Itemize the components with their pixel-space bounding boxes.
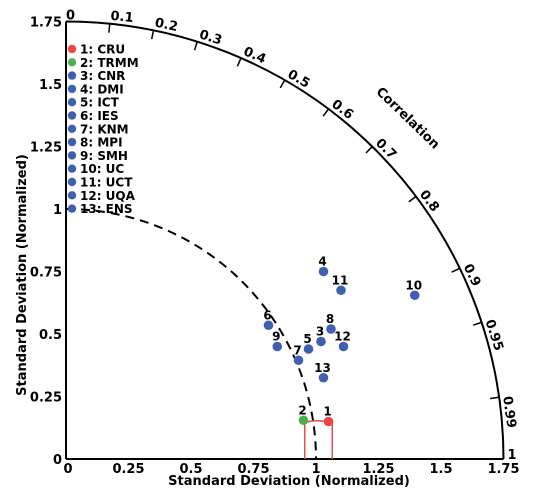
legend-marker	[67, 137, 77, 147]
y-tick-label: 0.5	[39, 328, 62, 343]
x-tick-label: 1	[311, 462, 320, 477]
data-point-smh	[272, 341, 283, 352]
data-point-label: 8	[326, 312, 334, 326]
legend-marker	[67, 111, 77, 120]
y-tick-label: 0.75	[30, 266, 62, 281]
data-point-mpi	[326, 324, 336, 334]
data-point-cru	[323, 416, 334, 427]
y-tick-label: 1.5	[39, 78, 62, 93]
data-point-uct	[336, 285, 346, 296]
correlation-tick-mark	[322, 108, 330, 117]
legend-marker	[67, 204, 77, 213]
correlation-tick-label: 0.2	[154, 16, 180, 35]
x-tick-label: 1.5	[429, 462, 452, 477]
x-tick-label: 1.25	[362, 462, 394, 477]
x-tick-label: 0.75	[237, 462, 269, 477]
x-tick-label: 0.5	[179, 462, 202, 477]
correlation-tick-label: 0.99	[499, 395, 518, 429]
legend-marker	[67, 177, 77, 187]
correlation-tick-mark	[408, 195, 417, 203]
legend-label: 8: MPI	[80, 136, 123, 150]
legend-marker	[67, 58, 77, 67]
reference-dashed-arc	[65, 208, 317, 460]
y-tick-label: 1	[53, 203, 62, 218]
correlation-tick-label: 0.1	[110, 9, 134, 26]
legend-label: 10: UC	[80, 162, 124, 176]
reference-std-arc	[65, 208, 317, 460]
correlation-tick-mark	[451, 267, 461, 273]
legend-marker	[67, 151, 77, 160]
data-point-label: 13	[314, 361, 331, 375]
data-point-ict	[303, 344, 314, 354]
correlation-tick-mark	[490, 396, 500, 400]
correlation-tick-label: 0.3	[197, 27, 223, 48]
correlation-tick-mark	[150, 30, 155, 40]
data-point-label: 2	[298, 403, 306, 417]
legend-label: 13: ENS	[80, 202, 133, 216]
legend-label: 12: UQA	[80, 189, 136, 203]
legend-label: 9: SMH	[80, 149, 128, 163]
correlation-tick-mark	[108, 23, 111, 33]
legend-label: 5: ICT	[80, 96, 120, 110]
y-tick-label: 0	[53, 453, 62, 468]
legend-marker	[67, 164, 77, 173]
correlation-arc	[65, 20, 505, 460]
correlation-tick-mark	[365, 146, 373, 154]
correlation-tick-mark	[279, 79, 286, 89]
data-point-cnr	[316, 336, 326, 347]
data-point-trmm	[298, 415, 309, 426]
legend-marker	[67, 191, 77, 200]
y-tick-label: 1.75	[30, 16, 62, 31]
data-point-ies	[263, 320, 274, 331]
correlation-tick-mark	[472, 321, 482, 326]
data-point-label: 10	[405, 278, 422, 292]
data-point-label: 9	[272, 330, 280, 344]
data-point-label: 3	[316, 325, 324, 339]
legend-label: 3: CNR	[80, 69, 125, 83]
correlation-outer-arc	[65, 20, 505, 460]
data-point-label: 11	[332, 273, 349, 287]
correlation-tick-label: 1	[508, 448, 517, 463]
data-point-dmi	[318, 266, 329, 277]
data-point-label: 6	[263, 308, 271, 322]
data-point-label: 5	[303, 332, 311, 346]
legend-marker	[67, 44, 77, 54]
data-point-label: 7	[293, 343, 301, 357]
correlation-tick-mark	[193, 41, 198, 51]
legend-marker	[67, 124, 77, 133]
legend-marker	[67, 84, 77, 94]
legend-label: 4: DMI	[80, 82, 124, 96]
x-tick-label: 0	[63, 462, 72, 477]
legend-marker	[67, 98, 77, 107]
x-tick-label: 1.75	[487, 462, 519, 477]
data-point-label: 1	[323, 405, 331, 419]
x-axis-title: Standard Deviation (Normalized)	[168, 474, 410, 489]
y-tick-labels: 0 0.25 0.5 0.75 1 1.25 1.5 1.75	[30, 16, 62, 469]
x-tick-label: 0.25	[112, 462, 144, 477]
data-point-uqa	[338, 341, 349, 352]
data-point-label: 4	[318, 255, 326, 269]
data-point-knm	[293, 355, 304, 366]
legend-label: 1: CRU	[80, 43, 125, 57]
x-tick-labels: 0 0.25 0.5 0.75 1 1.25 1.5 1.75	[63, 462, 519, 477]
data-point-label: 12	[334, 330, 351, 344]
correlation-tick-mark	[236, 57, 242, 67]
legend-label: 6: IES	[80, 109, 119, 123]
axes	[65, 21, 504, 460]
legend-label: 7: KNM	[80, 122, 129, 136]
legend-label: 11: UCT	[80, 176, 133, 190]
y-axis-title: Standard Deviation (Normalized)	[15, 154, 30, 396]
y-tick-label: 1.25	[30, 141, 62, 156]
data-point-uc	[409, 290, 420, 301]
correlation-tick-label: 0	[66, 9, 75, 24]
y-tick-label: 0.25	[30, 391, 62, 406]
data-point-ens	[318, 372, 329, 383]
legend-label: 2: TRMM	[80, 56, 139, 70]
legend-marker	[67, 71, 77, 80]
